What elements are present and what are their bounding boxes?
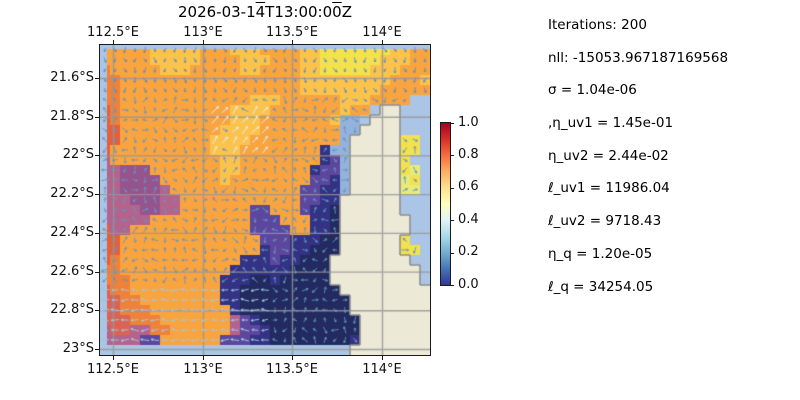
heatmap-canvas bbox=[100, 45, 430, 355]
title-part-overlined: 0 bbox=[332, 3, 342, 21]
x-tick-label-top: 112.5°E bbox=[87, 25, 139, 40]
y-tick-label: 22.2°S bbox=[50, 186, 94, 202]
colorbar-tick-label: 0.0 bbox=[458, 276, 479, 292]
stat-eta-uv1: ,η_uv1 = 1.45e-01 bbox=[548, 115, 674, 132]
title-part: 2026-03-1 bbox=[177, 3, 256, 21]
x-tick-mark bbox=[382, 40, 383, 44]
x-tick-mark bbox=[203, 40, 204, 44]
plot-title: 2026-03-14T13:00:00Z bbox=[100, 3, 430, 21]
y-tick-mark bbox=[95, 310, 99, 312]
x-tick-mark bbox=[382, 356, 383, 360]
stat-ell-uv1: ℓ_uv1 = 11986.04 bbox=[548, 180, 670, 197]
y-tick-mark bbox=[95, 349, 99, 350]
x-tick-mark bbox=[292, 356, 293, 360]
title-part: Z bbox=[341, 3, 352, 21]
y-tick-mark bbox=[95, 116, 99, 118]
x-tick-mark bbox=[203, 356, 204, 360]
y-tick-label: 23°S bbox=[62, 341, 94, 356]
y-tick-label: 21.6°S bbox=[50, 70, 94, 85]
colorbar bbox=[440, 122, 451, 286]
stat-sigma: σ = 1.04e-06 bbox=[548, 82, 637, 99]
x-tick-label-bottom: 114°E bbox=[362, 362, 402, 377]
stats-panel: Iterations: 200 nll: -15053.967187169568… bbox=[548, 9, 798, 303]
x-tick-label-top: 113°E bbox=[183, 25, 223, 40]
stat-eta-uv2: η_uv2 = 2.44e-02 bbox=[548, 147, 669, 164]
colorbar-tick-mark bbox=[450, 252, 454, 254]
x-tick-label-top: 114°E bbox=[362, 25, 402, 40]
colorbar-tick-label: 0.2 bbox=[458, 244, 479, 260]
x-tick-label-top: 113.5°E bbox=[266, 25, 318, 40]
colorbar-tick-label: 0.6 bbox=[458, 179, 479, 195]
colorbar-tick-mark bbox=[450, 187, 454, 189]
y-tick-label: 22°S bbox=[62, 147, 94, 163]
y-tick-mark bbox=[95, 194, 99, 196]
x-tick-label-bottom: 113°E bbox=[183, 362, 223, 377]
stat-iterations: Iterations: 200 bbox=[548, 17, 647, 33]
stat-nll: nll: -15053.967187169568 bbox=[548, 49, 729, 66]
x-tick-mark bbox=[113, 40, 114, 44]
colorbar-tick-mark bbox=[450, 220, 454, 222]
colorbar-tick-mark bbox=[450, 285, 454, 286]
y-tick-label: 21.8°S bbox=[50, 108, 94, 124]
x-tick-mark bbox=[292, 40, 293, 44]
x-tick-label-bottom: 112.5°E bbox=[87, 362, 139, 377]
y-tick-label: 22.6°S bbox=[50, 263, 94, 279]
stat-ell-uv2: ℓ_uv2 = 9718.43 bbox=[548, 213, 662, 230]
stat-ell-q: ℓ_q = 34254.05 bbox=[548, 278, 654, 295]
y-tick-mark bbox=[95, 155, 99, 157]
colorbar-tick-label: 1.0 bbox=[458, 114, 479, 130]
y-tick-mark bbox=[95, 232, 99, 234]
colorbar-tick-label: 0.8 bbox=[458, 146, 479, 162]
x-tick-mark bbox=[113, 356, 114, 360]
stat-eta-q: η_q = 1.20e-05 bbox=[548, 245, 653, 262]
colorbar-tick-mark bbox=[450, 155, 454, 157]
colorbar-tick-mark bbox=[450, 123, 454, 124]
x-tick-label-bottom: 113.5°E bbox=[266, 362, 318, 377]
y-tick-label: 22.4°S bbox=[50, 224, 94, 240]
y-tick-mark bbox=[95, 78, 99, 79]
title-part-overlined: 4 bbox=[255, 3, 266, 21]
colorbar-tick-label: 0.4 bbox=[458, 211, 479, 227]
y-tick-label: 22.8°S bbox=[50, 302, 94, 318]
y-tick-mark bbox=[95, 271, 99, 273]
title-part: T13:00:0 bbox=[265, 3, 333, 21]
